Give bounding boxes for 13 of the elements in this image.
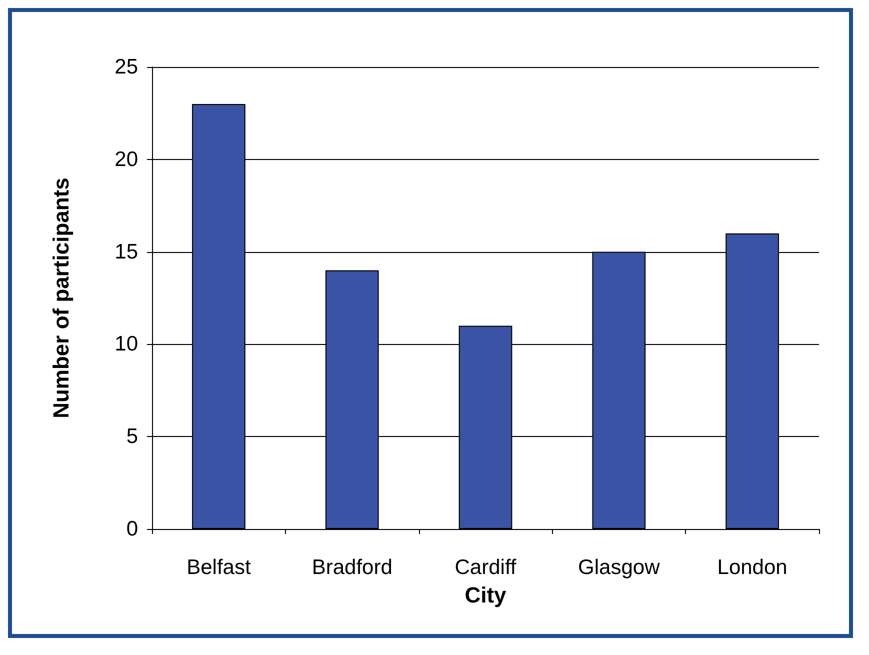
y-tick-label: 5 <box>126 425 138 448</box>
x-tick-label: Belfast <box>186 556 251 579</box>
x-tick-label: London <box>717 556 788 579</box>
x-tick-label: Cardiff <box>454 556 516 579</box>
y-tick-label: 20 <box>114 148 138 171</box>
x-axis-title: City <box>464 582 508 608</box>
y-axis-title: Number of participants <box>48 178 74 418</box>
y-tick-label: 0 <box>126 518 138 540</box>
y-tick-label: 15 <box>114 240 138 264</box>
y-tick-label: 25 <box>114 56 138 78</box>
x-tick-label: Glasgow <box>578 556 661 579</box>
x-tick-label: Bradford <box>312 556 392 579</box>
y-tick-label: 10 <box>114 332 138 356</box>
